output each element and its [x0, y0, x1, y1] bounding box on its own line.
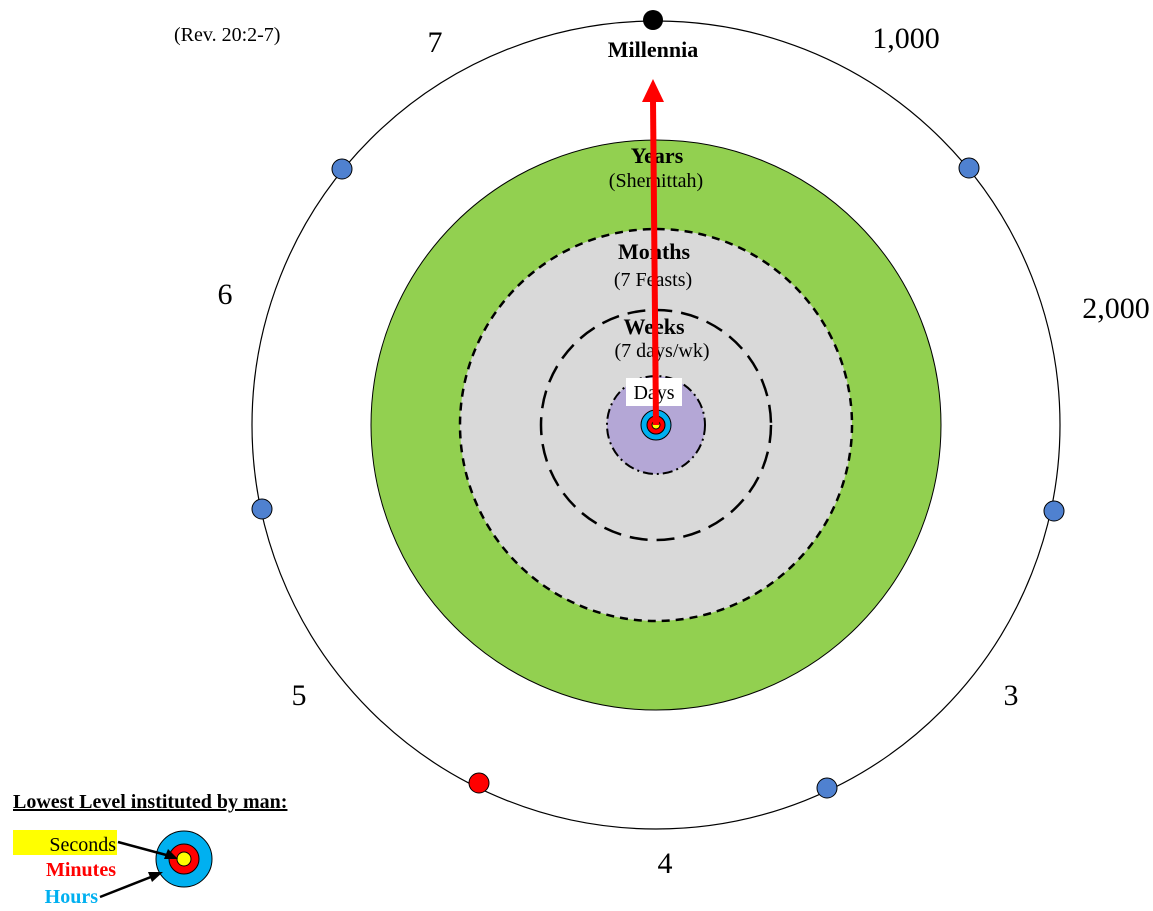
legend-minutes: Minutes: [46, 859, 116, 881]
legend-arrow-seconds-head: [164, 849, 178, 859]
weeks-subtitle: (7 days/wk): [615, 340, 710, 362]
legend-hours: Hours: [45, 886, 99, 908]
marker-right: [1043, 500, 1065, 522]
legend-arrow-seconds: [117, 840, 171, 858]
reference-text: (Rev. 20:2-7): [174, 24, 280, 46]
marker-lower-right: [816, 777, 838, 799]
millennia-label: Millennia: [608, 37, 698, 62]
legend-seconds-dot: [176, 851, 192, 867]
label-4: 4: [658, 847, 673, 880]
marker-upper-left: [331, 158, 353, 180]
legend-title: Lowest Level instituted by man:: [13, 791, 287, 813]
legend-seconds-highlight: [13, 830, 117, 855]
marker-upper-right: [958, 157, 980, 179]
legend-arrow-hours: [99, 873, 157, 899]
label-6: 6: [218, 278, 233, 311]
label-7: 7: [428, 26, 443, 59]
label-5: 5: [292, 679, 307, 712]
years-title: Years: [631, 143, 684, 168]
marker-top: [643, 10, 663, 30]
marker-left: [251, 498, 273, 520]
legend-arrow-hours-head: [148, 872, 163, 882]
marker-lower-left-red: [468, 772, 490, 794]
legend-seconds: Seconds: [49, 834, 116, 856]
pointer-arrow-head: [642, 79, 664, 102]
label-1000: 1,000: [872, 22, 940, 55]
label-2000: 2,000: [1082, 292, 1150, 325]
pointer-arrow-shaft: [650, 99, 659, 426]
label-3: 3: [1004, 679, 1019, 712]
